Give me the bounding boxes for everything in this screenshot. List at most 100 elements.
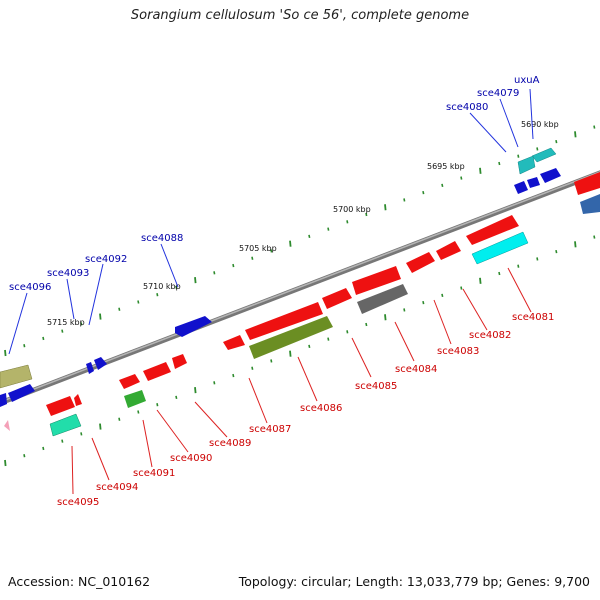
bottom-leader-lines [71,267,532,495]
scale-tick [23,344,26,348]
scale-tick [118,417,121,421]
scale-tick [175,285,178,290]
scale-tick [422,190,425,195]
scale-tick [498,161,501,166]
gene-label-sce4094: sce4094 [96,482,138,493]
gene-arrow-sce4094 [74,394,82,406]
scale-tick [118,307,121,311]
gene-arrow-blue-edge [0,393,7,407]
gene-label-sce4086: sce4086 [300,403,342,414]
gene-label-sce4088: sce4088 [141,233,183,244]
scale-tick [365,322,368,327]
gene-label-sce4091: sce4091 [133,468,175,479]
scale-tick [593,125,596,129]
gene-arrow-sce4087 [245,302,323,340]
scale-tick [61,329,64,333]
scale-tick [175,395,178,400]
gene-label-uxuA: uxuA [514,75,540,86]
genome-summary-text: Topology: circular; Length: 13,033,779 b… [238,574,590,589]
scale-tick [403,308,406,312]
scale-tick [517,154,520,158]
scale-tick [536,257,539,261]
gene-arrow-right-edge [574,172,600,195]
gene-arrow-sce4083 [406,252,435,273]
gene-arrow-sce4085 [352,266,401,295]
gene-arrow-sce4090 [143,362,171,381]
scale-tick [327,227,330,231]
scale-tick [479,167,482,174]
scale-tick [232,373,235,378]
gene-arrow-sce4096-olive [0,364,33,389]
tick-layer [4,125,596,467]
gene-arrow-sce4095-red [46,396,75,416]
gene-label-sce4083: sce4083 [437,346,479,357]
gene-label-sce4090: sce4090 [170,453,212,464]
scale-tick [156,293,159,297]
scale-tick [422,300,425,305]
scale-tick [365,212,368,217]
scale-tick [42,336,45,341]
scale-tick [61,439,64,443]
scale-tick [99,313,102,320]
scale-tick [4,459,7,467]
gene-arrow-blue-b [527,177,540,188]
scale-tick [194,277,197,284]
bottom-strand-genes [4,172,600,437]
scale-tick [498,271,501,276]
gene-label-sce4095: sce4095 [57,497,99,508]
scale-tick [42,446,45,451]
map-title: Sorangium cellulosum 'So ce 56', complet… [130,8,470,23]
scale-tick [23,454,26,458]
scale-tick [555,139,558,144]
scale-tick [80,432,83,436]
accession-text: Accession: NC_010162 [8,574,151,589]
gene-arrow-sce4093 [86,362,94,374]
scale-tick [194,387,197,394]
scale-tick [403,198,406,202]
gene-arrow-sce4081 [471,231,529,265]
scale-tick [270,249,273,253]
top-strand-genes [0,147,600,407]
scale-tick [574,241,577,248]
gene-label-sce4093: sce4093 [47,268,89,279]
scale-tick [289,240,292,247]
scale-tick [137,300,140,304]
scale-tick [346,220,349,224]
gene-label-sce4079: sce4079 [477,88,519,99]
gene-arrow-sce4079 [517,155,536,175]
scale-tick [441,293,444,298]
kbp-label-5700: 5700 kbp [333,205,371,214]
gene-label-sce4084: sce4084 [395,364,437,375]
gene-arrow-sce4091-red [119,374,140,389]
scale-tick [80,322,83,326]
gene-label-sce4080: sce4080 [446,102,488,113]
scale-tick [460,176,463,180]
scale-tick [441,183,444,188]
gene-arrow-sce4086 [249,316,333,359]
kbp-label-5695: 5695 kbp [427,162,465,171]
scale-tick [251,256,254,260]
gene-label-sce4096: sce4096 [9,282,51,293]
gene-arrow-pink [4,420,10,431]
kbp-label-5690: 5690 kbp [521,120,559,129]
gene-arrow-sce4092 [94,357,107,370]
scale-tick [251,366,254,370]
scale-tick [308,344,311,349]
scale-tick [384,314,387,321]
scale-tick [156,403,159,407]
gene-label-sce4087: sce4087 [249,424,291,435]
scale-tick [213,271,216,275]
gene-arrow-blue-c [514,181,528,194]
scale-tick [4,349,7,357]
scale-tick [346,330,349,334]
kbp-label-5705: 5705 kbp [239,244,277,253]
gene-arrow-blue-a [540,168,561,183]
gene-arrow-sce4082 [436,241,461,260]
gene-arrow-sce4088 [175,316,212,337]
top-leader-lines [8,88,534,355]
gene-label-sce4085: sce4085 [355,381,397,392]
scale-tick [517,264,520,268]
kbp-label-5715: 5715 kbp [47,318,85,327]
gene-arrow-blue-right [580,194,600,214]
